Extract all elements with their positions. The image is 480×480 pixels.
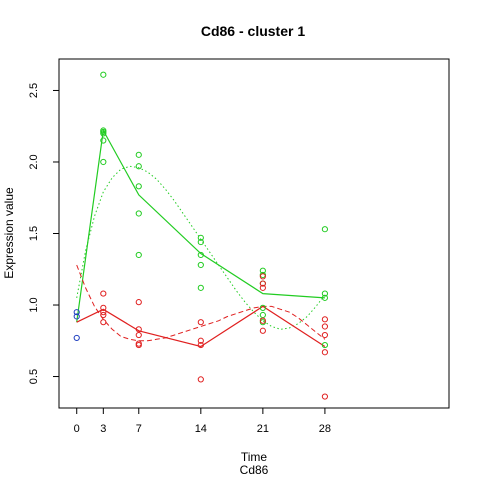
- green-smooth-line: [77, 166, 325, 329]
- baseline-data-point: [74, 335, 79, 340]
- green-data-point: [101, 72, 106, 77]
- x-tick-label: 0: [74, 423, 80, 435]
- y-tick-label: 2.5: [28, 83, 40, 98]
- x-tick-label: 14: [195, 423, 207, 435]
- x-axis-sublabel: Cd86: [240, 463, 269, 477]
- red-data-point: [198, 377, 203, 382]
- red-data-point: [136, 332, 141, 337]
- x-tick-label: 7: [136, 423, 142, 435]
- red-data-point: [136, 300, 141, 305]
- green-mean-line: [77, 131, 325, 323]
- y-tick-label: 1.5: [28, 226, 40, 241]
- y-tick-label: 1.0: [28, 297, 40, 312]
- series-lines: [77, 131, 325, 347]
- red-data-point: [101, 291, 106, 296]
- data-points: [74, 72, 327, 399]
- x-axis-label: Time: [241, 450, 268, 464]
- x-tick-label: 21: [257, 423, 269, 435]
- red-smooth-line: [77, 265, 325, 341]
- green-data-point: [198, 285, 203, 290]
- green-data-point: [136, 252, 141, 257]
- red-data-point: [101, 320, 106, 325]
- green-data-point: [136, 211, 141, 216]
- red-data-point: [198, 320, 203, 325]
- y-axis-label: Expression value: [2, 187, 16, 279]
- red-data-point: [322, 317, 327, 322]
- red-data-point: [322, 394, 327, 399]
- red-data-point: [322, 332, 327, 337]
- red-data-point: [322, 324, 327, 329]
- red-mean-line: [77, 306, 325, 346]
- x-tick-label: 28: [319, 423, 331, 435]
- axes: 0 3 7 14 21 28 0.5 1.0 1.5 2.0 2.5: [28, 83, 331, 435]
- red-data-point: [260, 328, 265, 333]
- y-tick-label: 0.5: [28, 369, 40, 384]
- green-data-point: [136, 184, 141, 189]
- chart-title: Cd86 - cluster 1: [201, 23, 305, 39]
- x-tick-label: 3: [100, 423, 106, 435]
- green-data-point: [136, 152, 141, 157]
- red-data-point: [322, 350, 327, 355]
- green-data-point: [198, 262, 203, 267]
- green-data-point: [322, 227, 327, 232]
- green-data-point: [101, 159, 106, 164]
- plot-frame: [59, 59, 449, 408]
- y-tick-label: 2.0: [28, 154, 40, 169]
- green-data-point: [260, 312, 265, 317]
